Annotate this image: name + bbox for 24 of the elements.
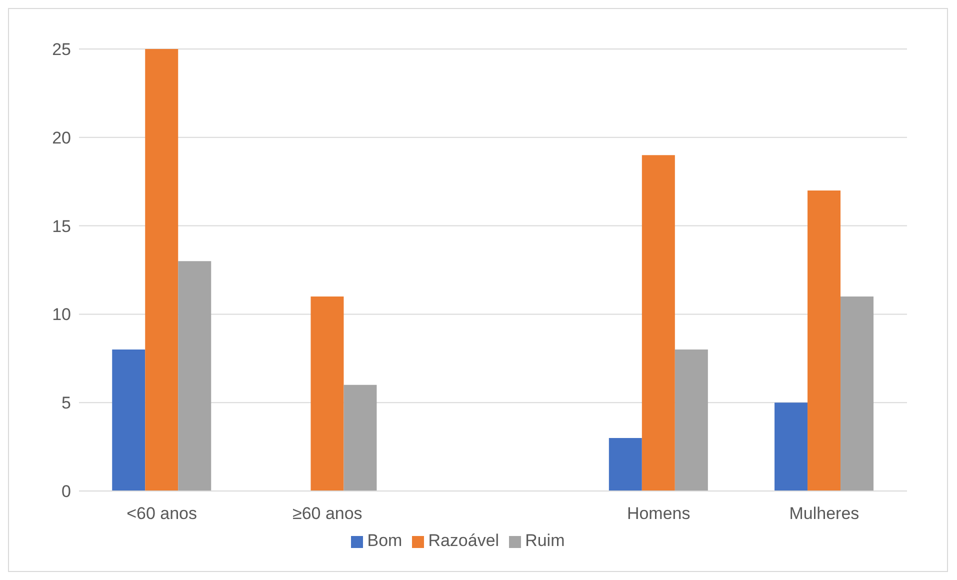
y-tick-label: 15 <box>52 216 71 236</box>
x-tick-label: Homens <box>626 504 690 524</box>
x-tick-label: Mulheres <box>789 504 860 524</box>
bar <box>310 296 344 491</box>
bar <box>774 402 808 491</box>
bar <box>145 49 178 491</box>
bar <box>112 350 146 491</box>
y-tick-label: 10 <box>52 305 71 324</box>
y-tick-label: 0 <box>62 482 71 502</box>
bar <box>642 155 675 491</box>
x-tick-label: <60 anos <box>126 504 198 524</box>
bar <box>608 438 642 491</box>
legend-label: Razoável <box>428 531 500 550</box>
bar <box>674 350 708 491</box>
bar <box>808 190 841 491</box>
bar <box>344 384 377 491</box>
bar <box>178 261 212 491</box>
bar <box>840 296 874 491</box>
legend-label: Bom <box>367 531 402 550</box>
legend-label: Ruim <box>525 531 565 550</box>
y-tick-label: 5 <box>62 394 71 413</box>
x-tick-label: ≥60 anos <box>292 504 362 524</box>
y-tick-label: 20 <box>52 128 71 148</box>
y-tick-label: 25 <box>52 40 71 60</box>
